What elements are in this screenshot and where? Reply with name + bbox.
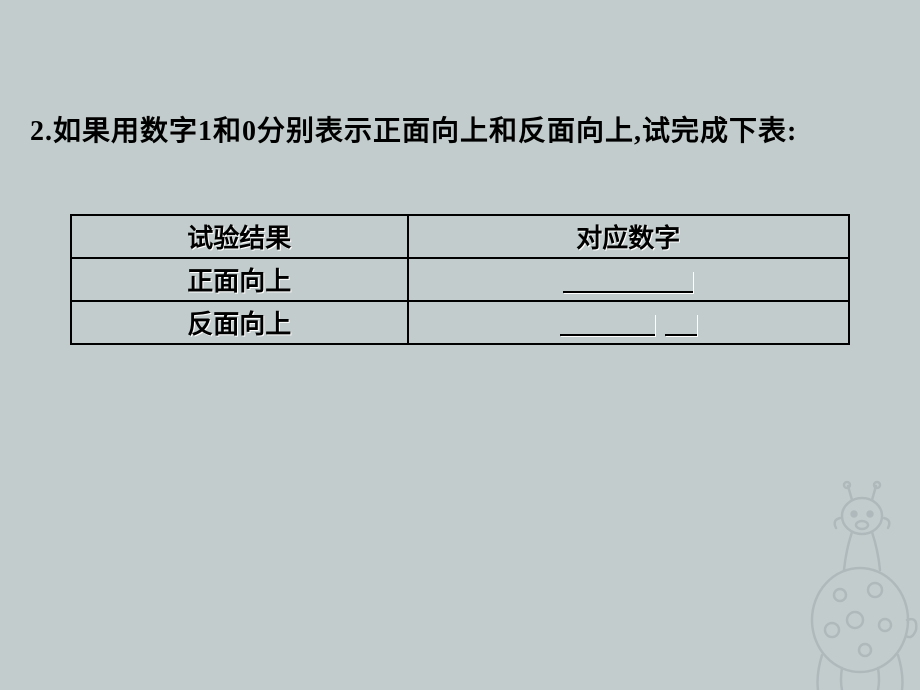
table-row: 正面向上 [71, 258, 849, 301]
giraffe-decoration [740, 480, 920, 690]
table-row: 反面向上 [71, 301, 849, 344]
results-table: 试验结果 对应数字 正面向上 反面向上 [70, 214, 850, 345]
row-label-0: 正面向上 [71, 258, 408, 301]
col-header-result: 试验结果 [71, 215, 408, 258]
slide-content: 2.如果用数字1和0分别表示正面向上和反面向上,试完成下表: 试验结果 对应数字… [0, 0, 920, 345]
table-header-row: 试验结果 对应数字 [71, 215, 849, 258]
table-container: 试验结果 对应数字 正面向上 反面向上 [30, 214, 890, 345]
question-number: 2. [30, 116, 53, 147]
blank-field [563, 271, 693, 293]
row-label-1: 反面向上 [71, 301, 408, 344]
blank-field [560, 314, 655, 336]
blank-field [665, 314, 697, 336]
question-text: 2.如果用数字1和0分别表示正面向上和反面向上,试完成下表: [30, 100, 890, 164]
col-header-number: 对应数字 [408, 215, 849, 258]
question-body: 如果用数字1和0分别表示正面向上和反面向上,试完成下表: [53, 116, 797, 147]
row-value-1 [408, 301, 849, 344]
row-value-0 [408, 258, 849, 301]
